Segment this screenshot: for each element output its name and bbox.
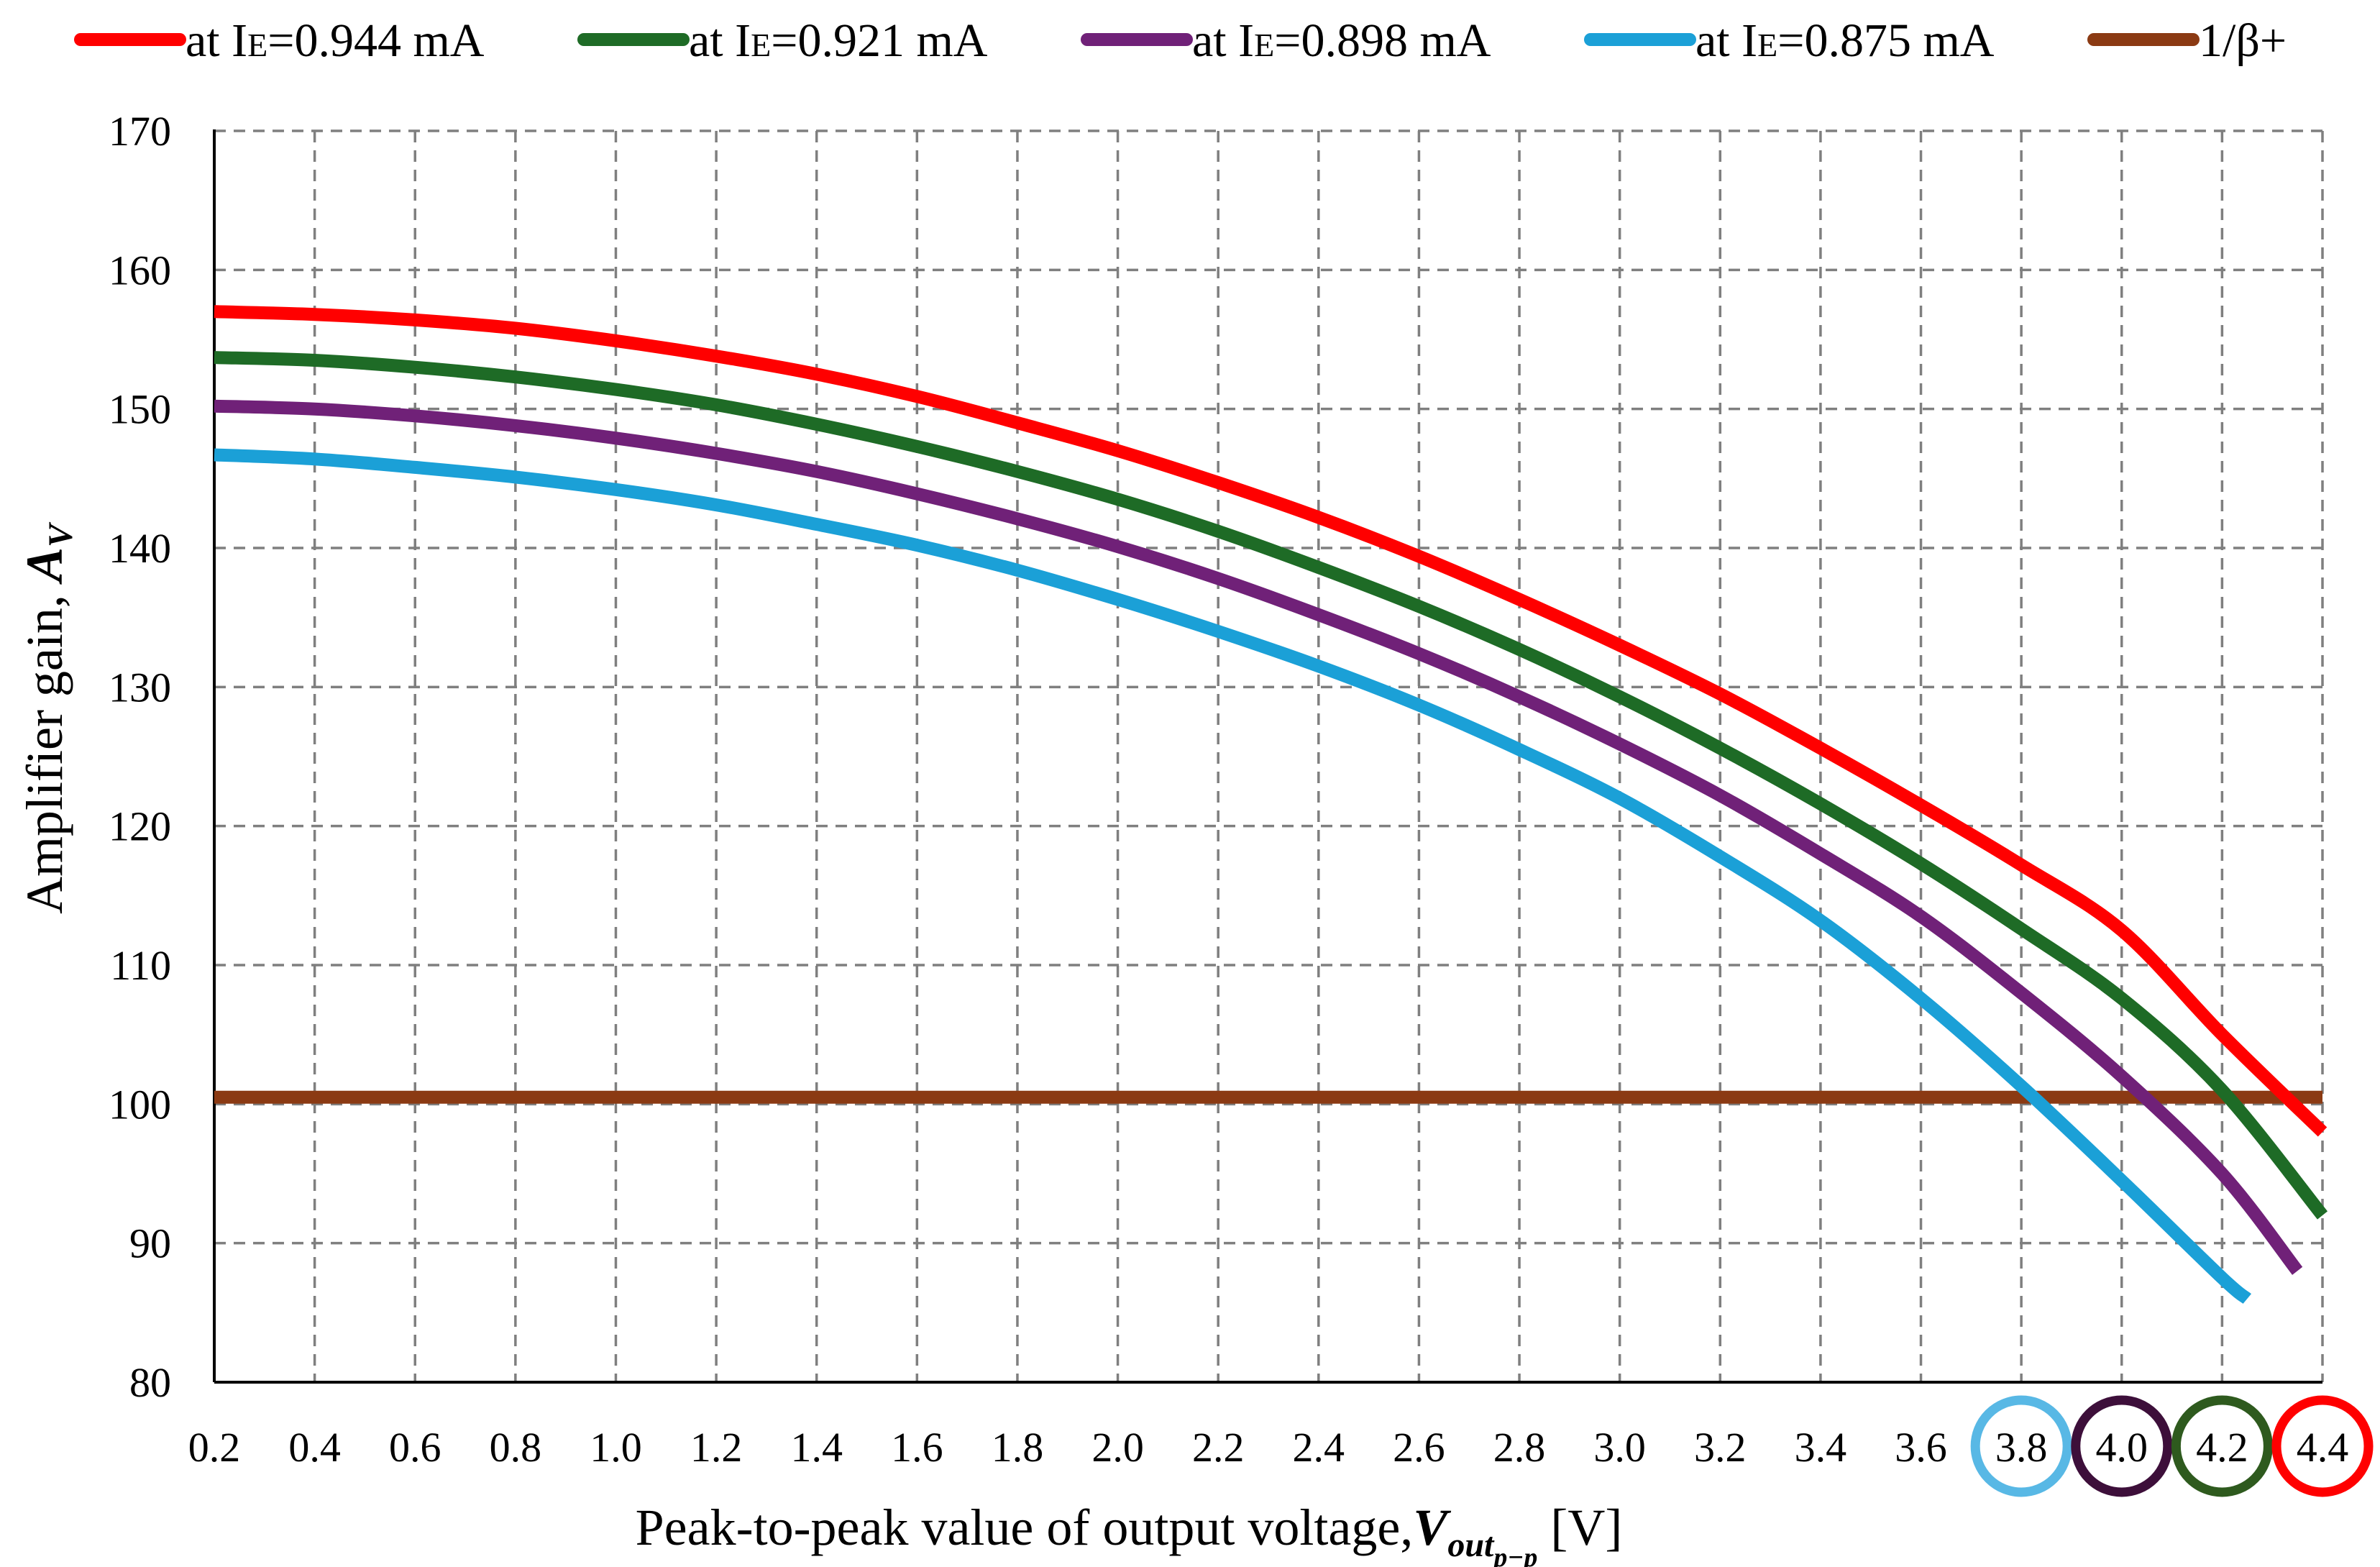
x-tick-label: 0.4 — [288, 1424, 341, 1471]
x-tick-label: 0.6 — [389, 1424, 441, 1471]
tick-highlight-circles — [1970, 1395, 2374, 1497]
y-tick-label: 150 — [109, 386, 171, 433]
series-line — [214, 399, 2303, 1275]
y-tick-label: 140 — [109, 525, 171, 572]
x-tick-label: 2.4 — [1293, 1424, 1345, 1471]
y-tick-label: 80 — [129, 1359, 171, 1406]
legend-label-prefix: at I — [1192, 14, 1254, 67]
legend-label-sub: E — [247, 27, 267, 63]
y-tick-label: 100 — [109, 1081, 171, 1128]
gridlines — [214, 129, 2324, 1382]
tick-highlight-circle — [2271, 1395, 2374, 1497]
x-tick-label: 1.0 — [590, 1424, 642, 1471]
axes — [213, 129, 2322, 1384]
legend-label: at IE=0.875 mA — [1695, 14, 1995, 67]
x-tick-label: 0.2 — [188, 1424, 241, 1471]
y-axis-title-prefix: Amplifier gain, — [16, 582, 73, 914]
x-tick-label: 1.2 — [690, 1424, 743, 1471]
x-tick-label: 3.2 — [1694, 1424, 1747, 1471]
series-line — [214, 448, 2252, 1305]
x-tick-label: 1.8 — [992, 1424, 1044, 1471]
legend-label-suffix: =0.898 mA — [1274, 14, 1491, 67]
x-tick-label: 3.8 — [1995, 1424, 2048, 1471]
x-axis-title-prefix: Peak-to-peak value of output voltage, — [636, 1499, 1414, 1556]
y-tick-label: 110 — [110, 942, 171, 989]
tick-highlight-circle — [2071, 1395, 2173, 1497]
y-tick-label: 90 — [129, 1220, 171, 1267]
x-tick-label: 1.4 — [790, 1424, 843, 1471]
legend-label: at IE=0.921 mA — [689, 14, 988, 67]
y-tick-label: 170 — [109, 108, 171, 155]
y-tick-labels: 80 90 100 110 120 130 140 150 160 170 — [109, 108, 171, 1406]
x-tick-label: 2.8 — [1493, 1424, 1546, 1471]
series-line — [214, 351, 2328, 1220]
x-tick-label: 3.4 — [1795, 1424, 1847, 1471]
x-tick-label: 4.0 — [2096, 1424, 2148, 1471]
legend-label-suffix: =0.921 mA — [771, 14, 988, 67]
x-axis-title-sub1: out — [1447, 1526, 1495, 1564]
x-axis-title: Peak-to-peak value of output voltage,Vou… — [636, 1499, 1623, 1567]
legend-label-suffix: =0.875 mA — [1777, 14, 1995, 67]
x-tick-labels: 0.2 0.4 0.6 0.8 1.0 1.2 1.4 1.6 1.8 2.0 2.2 2.4 2.6 2… — [188, 1424, 2349, 1471]
legend-label: at IE=0.944 mA — [186, 14, 485, 67]
x-tick-label: 1.6 — [891, 1424, 943, 1471]
x-axis-title-sub2: p−p — [1491, 1543, 1537, 1567]
x-axis-title-var: V — [1413, 1499, 1451, 1556]
tick-highlight-circle — [2171, 1395, 2273, 1497]
legend-label-sub: E — [751, 27, 771, 63]
x-tick-label: 0.8 — [490, 1424, 542, 1471]
x-tick-label: 2.0 — [1091, 1424, 1144, 1471]
y-tick-label: 160 — [109, 247, 171, 293]
y-axis-title-sub: V — [42, 521, 80, 547]
y-tick-label: 120 — [109, 803, 171, 850]
legend-label: 1/β+ — [2199, 14, 2287, 67]
legend-label: at IE=0.898 mA — [1192, 14, 1491, 67]
y-axis-title-var: A — [16, 547, 73, 585]
series-line — [214, 305, 2328, 1137]
tick-highlight-circle — [1970, 1395, 2072, 1497]
x-tick-label: 2.2 — [1192, 1424, 1245, 1471]
legend-label-prefix: at I — [186, 14, 247, 67]
x-tick-label: 3.0 — [1593, 1424, 1646, 1471]
x-tick-label: 2.6 — [1393, 1424, 1445, 1471]
y-axis-title: Amplifier gain, AV — [16, 521, 80, 914]
legend-label-suffix: =0.944 mA — [267, 14, 485, 67]
legend-label-sub: E — [1254, 27, 1274, 63]
x-axis-title-suffix: [V] — [1537, 1499, 1622, 1556]
legend-label-prefix: 1/β+ — [2199, 14, 2287, 67]
legend-label-prefix: at I — [1695, 14, 1757, 67]
legend-label-sub: E — [1757, 27, 1777, 63]
legend: at IE=0.944 mA at IE=0.921 mA at IE=0.898 … — [74, 14, 2287, 67]
legend-label-prefix: at I — [689, 14, 751, 67]
series-lines — [214, 305, 2328, 1305]
x-tick-label: 3.6 — [1895, 1424, 1947, 1471]
y-tick-label: 130 — [109, 664, 171, 711]
x-tick-label: 4.2 — [2196, 1424, 2248, 1471]
x-tick-label: 4.4 — [2297, 1424, 2349, 1471]
